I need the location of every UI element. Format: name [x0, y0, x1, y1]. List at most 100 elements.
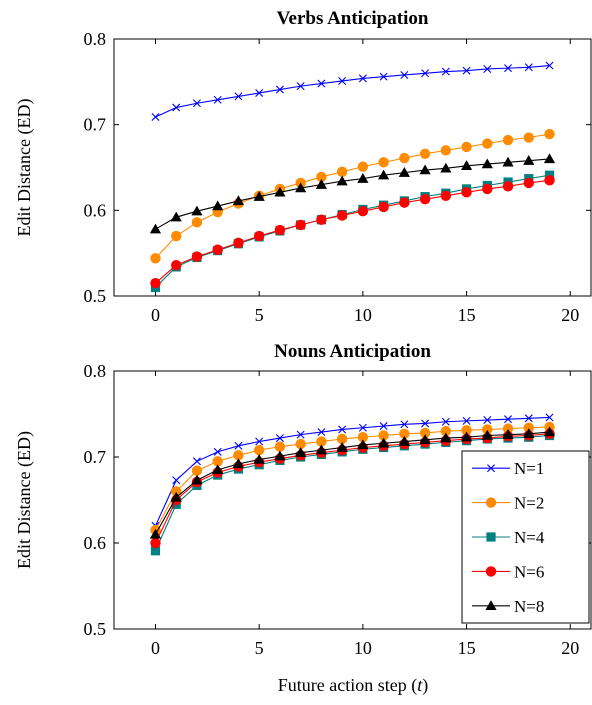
- data-point: [398, 435, 410, 446]
- data-point-stroke-b: [421, 419, 430, 428]
- data-point: [419, 164, 431, 175]
- data-point: [461, 187, 472, 198]
- data-point: [295, 182, 307, 193]
- data-point: [378, 157, 389, 168]
- data-point: [150, 277, 161, 289]
- y-tick-label: 0.5: [84, 286, 107, 306]
- data-point: [523, 428, 535, 438]
- legend-marker: [485, 566, 497, 577]
- data-point: [336, 433, 348, 445]
- data-point-stroke-b: [421, 69, 430, 78]
- legend-label: N=1: [514, 459, 544, 478]
- series-line: [154, 416, 550, 527]
- x-tick-label: 20: [561, 305, 579, 325]
- data-point: [234, 92, 243, 101]
- data-point-stroke-b: [234, 441, 243, 450]
- data-point-stroke-b: [275, 434, 284, 443]
- x-axis-label: Future action step (t): [278, 675, 428, 696]
- data-point: [461, 141, 472, 153]
- panel-1: Verbs Anticipation Edit Distance (ED) 0 5 10…: [14, 8, 592, 325]
- data-point-stroke-b: [462, 66, 471, 75]
- series-line: [155, 133, 550, 259]
- data-point: [296, 82, 305, 91]
- data-point: [357, 161, 369, 172]
- data-point: [295, 219, 306, 231]
- data-point: [192, 457, 201, 466]
- data-point: [440, 190, 452, 201]
- x-tick-label: 10: [354, 638, 372, 658]
- data-point: [400, 70, 409, 79]
- data-point-stroke-b: [192, 99, 201, 108]
- data-point: [419, 427, 431, 439]
- data-point: [191, 217, 203, 228]
- data-point: [441, 417, 450, 426]
- data-point: [440, 162, 452, 173]
- data-point-stroke-b: [504, 64, 513, 73]
- data-point: [545, 413, 554, 422]
- data-point: [191, 474, 203, 485]
- series-line: [155, 158, 550, 230]
- legend: N=1 N=2 N=4 N=6 N=8: [461, 450, 590, 624]
- x-tick-label: 5: [255, 305, 264, 325]
- data-point: [253, 191, 265, 201]
- data-point-stroke-b: [317, 428, 326, 437]
- data-point-stroke-b: [296, 82, 305, 91]
- data-point: [151, 112, 160, 121]
- data-point: [502, 181, 514, 192]
- data-point: [170, 491, 182, 502]
- data-point: [253, 230, 265, 242]
- data-point-stroke-b: [358, 74, 367, 83]
- data-point: [483, 416, 492, 425]
- data-point: [378, 201, 389, 213]
- legend-marker: [485, 600, 497, 610]
- data-point: [460, 160, 473, 170]
- data-point: [440, 432, 452, 443]
- x-tick-label: 15: [458, 305, 476, 325]
- data-point: [212, 464, 224, 475]
- data-point: [358, 74, 367, 83]
- series-line: [154, 431, 550, 535]
- data-point: [400, 420, 409, 429]
- data-point-stroke-b: [296, 430, 305, 439]
- legend-entry-n-2: N=2: [472, 494, 544, 513]
- data-point-stroke-b: [504, 415, 513, 424]
- data-point: [192, 99, 201, 108]
- y-tick-label: 0.7: [84, 115, 107, 135]
- data-point: [171, 259, 182, 271]
- legend-marker: [487, 464, 495, 473]
- legend-label: N=2: [514, 494, 544, 513]
- data-point: [379, 72, 388, 81]
- data-point: [316, 436, 327, 447]
- data-point-stroke-b: [483, 416, 492, 425]
- x-tick-label: 5: [255, 638, 264, 658]
- data-point: [191, 205, 203, 216]
- data-point: [255, 437, 264, 446]
- data-point: [253, 444, 265, 456]
- series-n-8: [149, 153, 556, 234]
- data-point-stroke-b: [192, 457, 201, 466]
- data-point: [213, 95, 222, 104]
- data-point: [524, 414, 533, 423]
- data-point: [461, 425, 472, 436]
- data-point: [295, 447, 307, 457]
- data-point: [379, 422, 388, 431]
- legend-label: N=6: [514, 562, 544, 581]
- data-point: [543, 426, 556, 437]
- series-n-2: [150, 421, 555, 536]
- data-point: [212, 244, 223, 255]
- series-n-8: [149, 426, 556, 539]
- data-point-stroke-b: [400, 420, 409, 429]
- data-point: [544, 128, 555, 140]
- x-axis-label-variable: t: [417, 675, 423, 695]
- series-n-2: [150, 128, 555, 264]
- data-point: [274, 441, 286, 452]
- data-point: [317, 79, 326, 88]
- data-point: [483, 64, 492, 73]
- data-point: [357, 439, 369, 450]
- data-point: [212, 456, 223, 467]
- data-point: [315, 444, 327, 455]
- series-line: [155, 65, 550, 118]
- data-point-stroke-b: [545, 413, 554, 422]
- data-point-stroke-b: [379, 422, 388, 431]
- data-point: [378, 169, 390, 180]
